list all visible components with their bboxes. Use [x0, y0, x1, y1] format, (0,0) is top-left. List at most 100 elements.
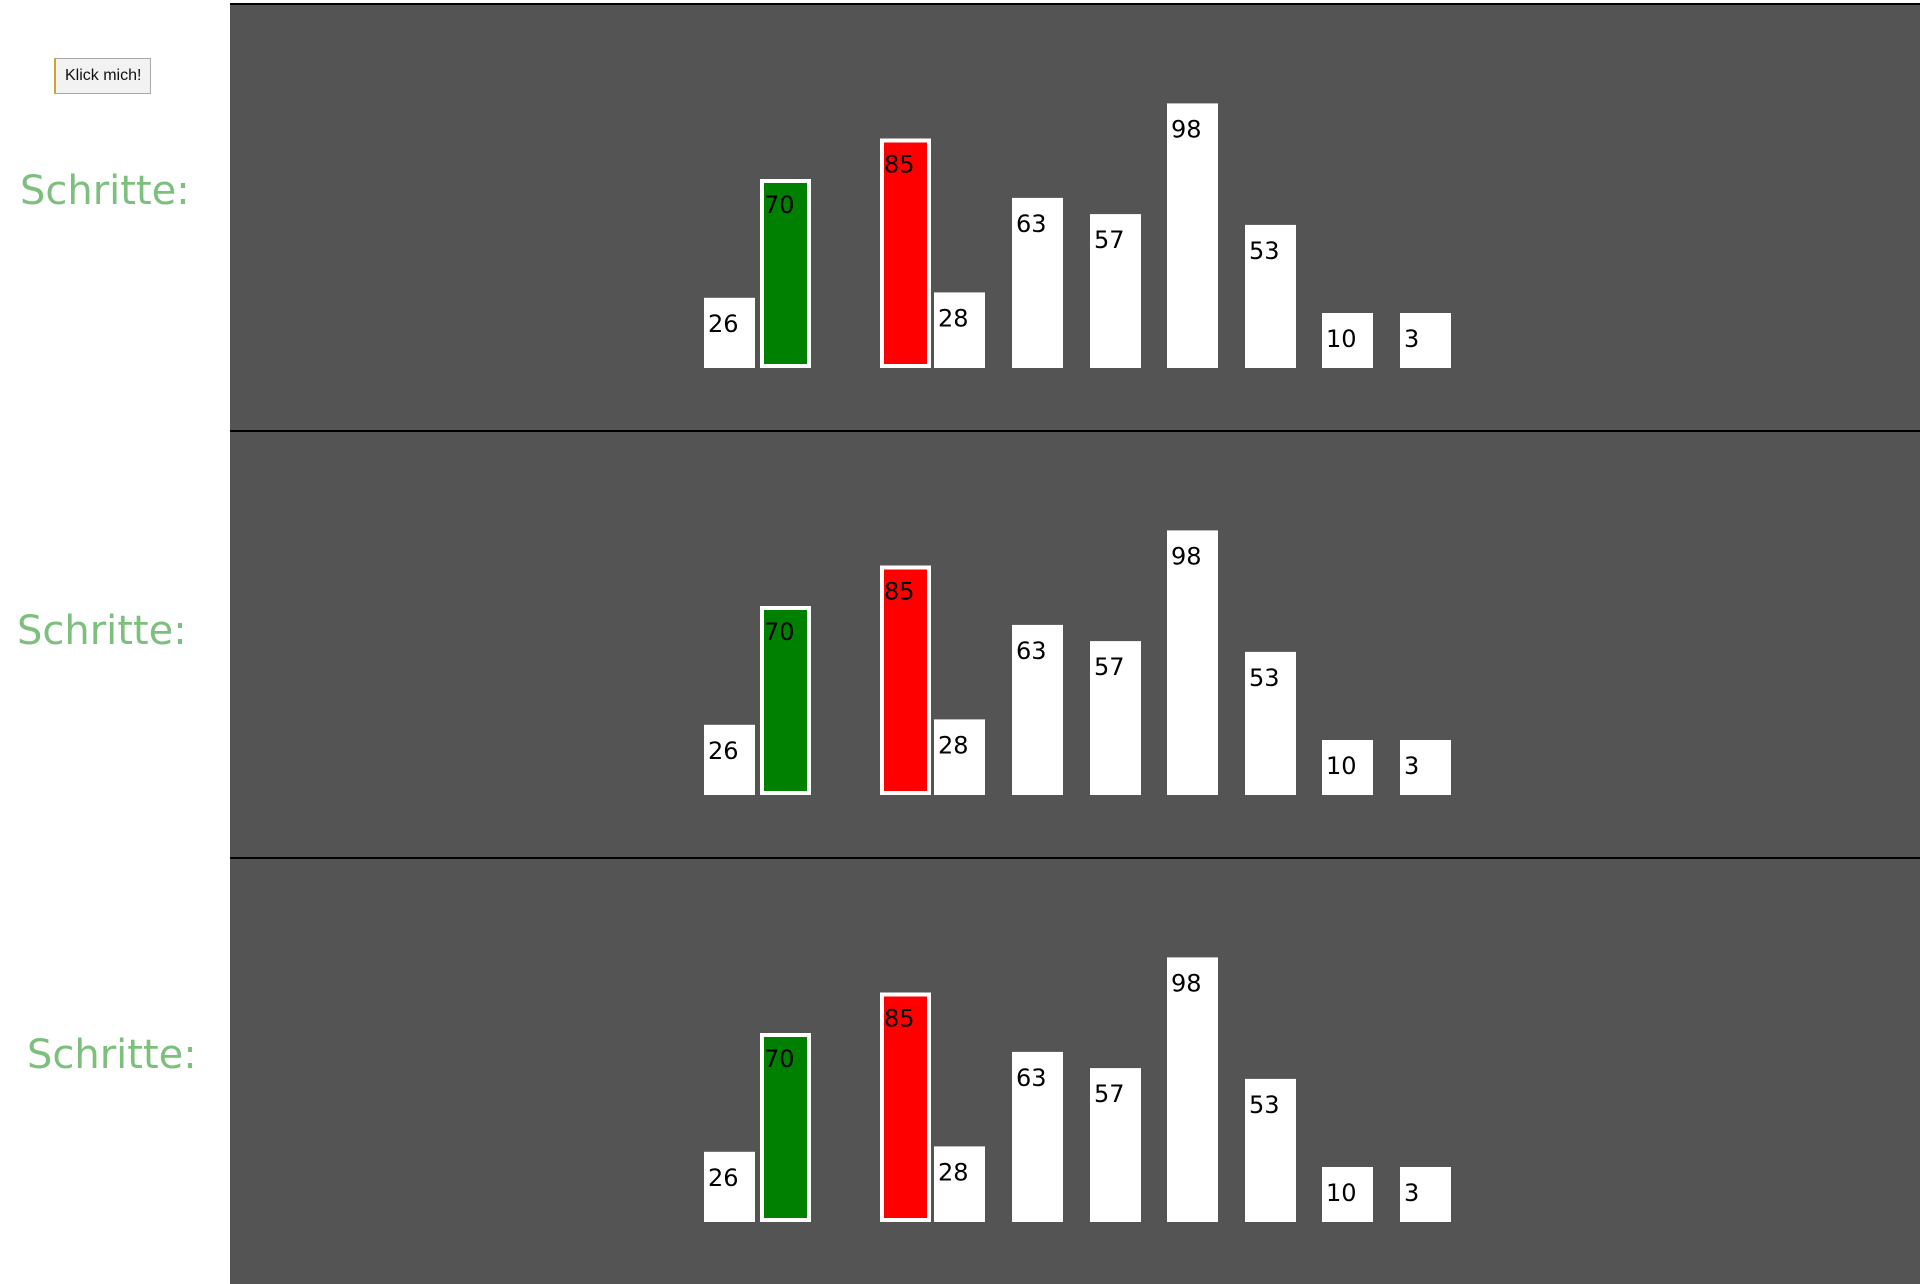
- bar-3: 85: [880, 138, 931, 368]
- bar-value-label-8: 53: [1249, 664, 1280, 692]
- bar-rect-2: [760, 606, 811, 795]
- bar-value-label-1: 26: [708, 737, 739, 765]
- bar-8: 53: [1245, 651, 1296, 795]
- bar-3: 85: [880, 992, 931, 1222]
- bar-value-label-4: 28: [938, 304, 969, 332]
- bar-10: 3: [1400, 740, 1451, 795]
- bar-value-label-10: 3: [1404, 752, 1419, 780]
- bar-9: 10: [1322, 1167, 1373, 1222]
- bar-value-label-8: 53: [1249, 1091, 1280, 1119]
- bar-9: 10: [1322, 740, 1373, 795]
- bar-rect-4: [934, 719, 985, 795]
- bar-value-label-5: 63: [1016, 637, 1047, 665]
- bar-value-label-5: 63: [1016, 1064, 1047, 1092]
- bar-rect-8: [1245, 224, 1296, 368]
- bar-6: 57: [1090, 1068, 1141, 1222]
- bar-value-label-6: 57: [1094, 653, 1125, 681]
- bar-7: 98: [1167, 957, 1218, 1222]
- bar-5: 63: [1012, 624, 1063, 795]
- bars: 26 70 85 28 63 57 98 53 10 3: [704, 957, 1451, 1222]
- bar-1: 26: [704, 297, 755, 368]
- bar-chart-3: 26 70 85 28 63 57 98 53 10 3: [704, 957, 1451, 1222]
- bar-value-label-3: 85: [884, 1005, 915, 1033]
- steps-label-2: Schritte:: [17, 608, 187, 654]
- bar-rect-3: [880, 992, 931, 1222]
- bar-value-label-2: 70: [764, 618, 795, 646]
- bar-rect-2: [760, 179, 811, 368]
- bar-1: 26: [704, 1151, 755, 1222]
- bar-value-label-5: 63: [1016, 210, 1047, 238]
- bar-7: 98: [1167, 530, 1218, 795]
- bar-6: 57: [1090, 214, 1141, 368]
- bar-7: 98: [1167, 103, 1218, 369]
- bar-value-label-9: 10: [1326, 1179, 1357, 1207]
- bar-value-label-8: 53: [1249, 237, 1280, 265]
- bar-rect-1: [704, 724, 755, 795]
- bar-4: 28: [934, 1146, 985, 1222]
- bar-rect-8: [1245, 1078, 1296, 1222]
- bars: 26 70 85 28 63 57 98 53 10 3: [704, 530, 1451, 795]
- sidebar: Klick mich! Schritte: Schritte: Schritte…: [0, 0, 230, 1280]
- bar-8: 53: [1245, 224, 1296, 368]
- bar-4: 28: [934, 292, 985, 368]
- bar-rect-5: [1012, 1051, 1063, 1222]
- bar-rect-1: [704, 297, 755, 368]
- steps-label-1: Schritte:: [20, 168, 190, 214]
- bar-rect-7: [1167, 530, 1218, 795]
- array-panel-1: 26 70 85 28 63 57 98 53 10 3: [230, 3, 1920, 430]
- klick-mich-button[interactable]: Klick mich!: [54, 58, 152, 94]
- bar-value-label-2: 70: [764, 1045, 795, 1073]
- bar-10: 3: [1400, 1167, 1451, 1222]
- bar-5: 63: [1012, 1051, 1063, 1222]
- bar-value-label-9: 10: [1326, 752, 1357, 780]
- bar-rect-10: [1400, 740, 1451, 795]
- bar-rect-5: [1012, 197, 1063, 368]
- bar-chart-1: 26 70 85 28 63 57 98 53 10 3: [704, 103, 1451, 369]
- bar-rect-10: [1400, 1167, 1451, 1222]
- bar-rect-6: [1090, 214, 1141, 368]
- bar-value-label-1: 26: [708, 1164, 739, 1192]
- steps-label-3: Schritte:: [27, 1032, 197, 1078]
- bar-rect-5: [1012, 624, 1063, 795]
- bar-rect-2: [760, 1033, 811, 1222]
- bar-value-label-7: 98: [1171, 969, 1202, 997]
- bar-rect-4: [934, 1146, 985, 1222]
- bar-value-label-6: 57: [1094, 1080, 1125, 1108]
- bar-5: 63: [1012, 197, 1063, 368]
- bar-value-label-4: 28: [938, 731, 969, 759]
- bar-rect-3: [880, 138, 931, 368]
- bar-value-label-3: 85: [884, 151, 915, 179]
- bar-rect-9: [1322, 740, 1373, 795]
- bar-4: 28: [934, 719, 985, 795]
- array-panel-3: 26 70 85 28 63 57 98 53 10 3: [230, 857, 1920, 1284]
- bar-3: 85: [880, 565, 931, 795]
- bar-rect-7: [1167, 103, 1218, 369]
- bar-value-label-7: 98: [1171, 542, 1202, 570]
- bar-value-label-1: 26: [708, 310, 739, 338]
- bar-value-label-10: 3: [1404, 1179, 1419, 1207]
- bar-rect-8: [1245, 651, 1296, 795]
- bar-value-label-4: 28: [938, 1158, 969, 1186]
- bar-value-label-7: 98: [1171, 115, 1202, 143]
- bar-rect-3: [880, 565, 931, 795]
- bars: 26 70 85 28 63 57 98 53 10 3: [704, 103, 1451, 369]
- bar-rect-9: [1322, 1167, 1373, 1222]
- bar-8: 53: [1245, 1078, 1296, 1222]
- bar-rect-1: [704, 1151, 755, 1222]
- bar-2: 70: [760, 1033, 811, 1222]
- bar-6: 57: [1090, 641, 1141, 795]
- bar-rect-4: [934, 292, 985, 368]
- bar-9: 10: [1322, 313, 1373, 368]
- bar-rect-6: [1090, 641, 1141, 795]
- bar-value-label-9: 10: [1326, 325, 1357, 353]
- bar-2: 70: [760, 606, 811, 795]
- bar-rect-10: [1400, 313, 1451, 368]
- bar-chart-2: 26 70 85 28 63 57 98 53 10 3: [704, 530, 1451, 795]
- bar-1: 26: [704, 724, 755, 795]
- bar-value-label-6: 57: [1094, 226, 1125, 254]
- bar-rect-9: [1322, 313, 1373, 368]
- bar-10: 3: [1400, 313, 1451, 368]
- bar-rect-7: [1167, 957, 1218, 1222]
- bar-value-label-10: 3: [1404, 325, 1419, 353]
- bar-rect-6: [1090, 1068, 1141, 1222]
